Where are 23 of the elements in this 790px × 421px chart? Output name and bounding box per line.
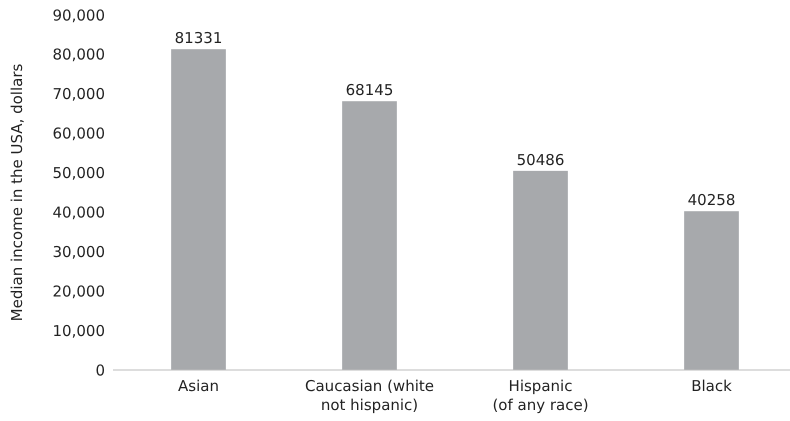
x-tick-label: Hispanic (of any race): [492, 377, 589, 414]
y-tick-label: 60,000: [52, 124, 105, 143]
y-tick-label: 70,000: [52, 85, 105, 104]
bar: [684, 211, 739, 370]
x-tick-label: Asian: [178, 377, 219, 395]
y-tick-label: 80,000: [52, 46, 105, 64]
x-tick-label: Black: [691, 377, 732, 395]
bar: [171, 49, 226, 370]
x-tick-label: Caucasian (white not hispanic): [305, 377, 434, 414]
bar: [513, 170, 568, 370]
y-tick-label: 90,000: [52, 6, 105, 24]
y-tick-label: 20,000: [52, 282, 105, 300]
y-tick-label: 0: [95, 361, 105, 380]
y-axis-title: Median income in the USA, dollars: [8, 64, 26, 322]
bar: [342, 101, 397, 370]
data-label: 81331: [174, 29, 222, 48]
data-label: 40258: [688, 191, 736, 210]
data-label: 50486: [516, 150, 564, 169]
y-tick-label: 30,000: [52, 242, 105, 261]
data-label: 68145: [346, 81, 394, 100]
y-tick-label: 50,000: [52, 164, 105, 182]
y-tick-label: 40,000: [52, 203, 105, 222]
y-tick-label: 10,000: [52, 322, 105, 340]
